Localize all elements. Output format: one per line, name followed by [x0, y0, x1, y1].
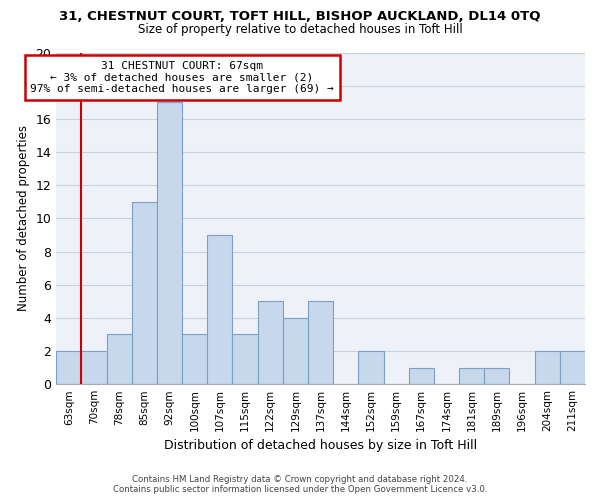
- Text: Size of property relative to detached houses in Toft Hill: Size of property relative to detached ho…: [137, 22, 463, 36]
- Text: 31 CHESTNUT COURT: 67sqm
← 3% of detached houses are smaller (2)
97% of semi-det: 31 CHESTNUT COURT: 67sqm ← 3% of detache…: [30, 61, 334, 94]
- Bar: [257, 302, 283, 384]
- Text: 31, CHESTNUT COURT, TOFT HILL, BISHOP AUCKLAND, DL14 0TQ: 31, CHESTNUT COURT, TOFT HILL, BISHOP AU…: [59, 10, 541, 23]
- Bar: [484, 368, 509, 384]
- Y-axis label: Number of detached properties: Number of detached properties: [17, 126, 30, 312]
- Bar: [459, 368, 484, 384]
- Bar: [107, 334, 132, 384]
- Bar: [207, 235, 232, 384]
- Bar: [232, 334, 257, 384]
- Bar: [56, 351, 82, 384]
- Bar: [283, 318, 308, 384]
- Bar: [82, 351, 107, 384]
- Bar: [132, 202, 157, 384]
- Bar: [560, 351, 585, 384]
- Bar: [182, 334, 207, 384]
- Bar: [535, 351, 560, 384]
- Bar: [157, 102, 182, 384]
- Bar: [358, 351, 383, 384]
- Bar: [308, 302, 333, 384]
- X-axis label: Distribution of detached houses by size in Toft Hill: Distribution of detached houses by size …: [164, 440, 477, 452]
- Bar: [409, 368, 434, 384]
- Text: Contains HM Land Registry data © Crown copyright and database right 2024.
Contai: Contains HM Land Registry data © Crown c…: [113, 474, 487, 494]
